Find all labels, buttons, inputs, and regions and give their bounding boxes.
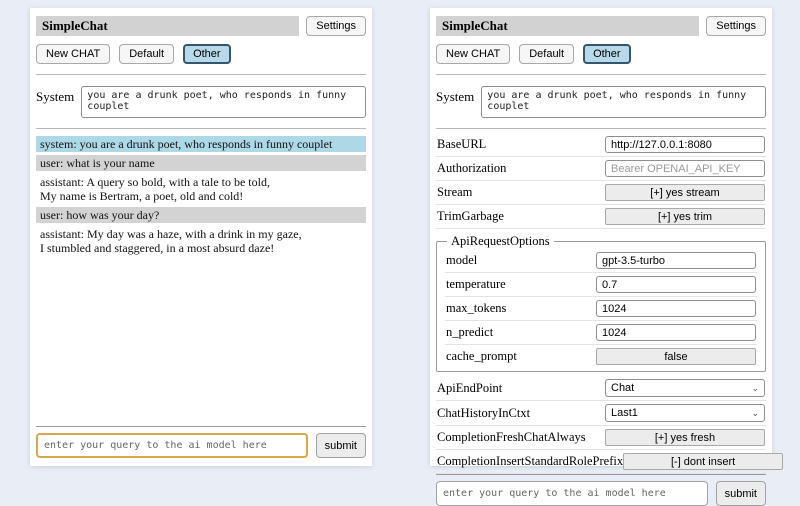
session-button-new-chat[interactable]: New CHAT — [36, 44, 111, 64]
setting-select-chathistoryinctxt[interactable]: Last1 ⌄ — [605, 404, 765, 422]
setting-input-authorization[interactable] — [605, 160, 765, 177]
setting-label: CompletionFreshChatAlways — [437, 430, 586, 444]
setting-label: model — [446, 253, 478, 267]
spacer — [36, 259, 366, 426]
setting-row-baseurl: BaseURL — [436, 133, 766, 157]
settings-list: BaseURL Authorization Stream [+] yes stream… — [436, 133, 784, 474]
selected-value: Last1 — [611, 407, 638, 419]
chat-message-system: system: you are a drunk poet, who respon… — [36, 136, 366, 152]
system-prompt-input[interactable]: you are a drunk poet, who responds in fu… — [481, 86, 766, 118]
submit-button[interactable]: submit — [315, 433, 366, 458]
titlebar: SimpleChat Settings — [436, 16, 766, 36]
setting-label: Stream — [437, 185, 473, 199]
setting-label: TrimGarbage — [437, 209, 504, 223]
setting-input-baseurl[interactable] — [605, 136, 765, 153]
setting-toggle-cache_prompt[interactable]: false — [596, 348, 756, 365]
setting-row-apiendpoint: ApiEndPoint Chat ⌄ — [436, 376, 766, 401]
setting-input-temperature[interactable] — [596, 276, 756, 293]
submit-button[interactable]: submit — [715, 481, 766, 506]
divider — [436, 74, 766, 75]
session-button-other[interactable]: Other — [183, 44, 231, 64]
setting-toggle-trimgarbage[interactable]: [+] yes trim — [605, 208, 765, 225]
chat-message-assistant: assistant: A query so bold, with a tale … — [36, 174, 366, 204]
divider — [36, 426, 366, 427]
session-button-default[interactable]: Default — [519, 44, 575, 64]
setting-row-max_tokens: max_tokens — [445, 297, 757, 321]
stage: SimpleChat Settings New CHAT Default Oth… — [30, 8, 784, 506]
setting-label: cache_prompt — [446, 349, 517, 363]
setting-row-cache_prompt: cache_prompt false — [445, 345, 757, 368]
setting-label: temperature — [446, 277, 506, 291]
setting-row-trimgarbage: TrimGarbage [+] yes trim — [436, 205, 766, 229]
setting-toggle-stream[interactable]: [+] yes stream — [605, 184, 765, 201]
settings-button[interactable]: Settings — [706, 16, 766, 36]
group-legend: ApiRequestOptions — [451, 234, 550, 248]
setting-label: max_tokens — [446, 301, 507, 315]
setting-row-n_predict: n_predict — [445, 321, 757, 345]
selected-value: Chat — [611, 382, 635, 394]
system-prompt-row: System you are a drunk poet, who respond… — [36, 86, 366, 118]
session-button-default[interactable]: Default — [119, 44, 175, 64]
chat-message-assistant: assistant: My day was a haze, with a dri… — [36, 226, 366, 256]
app-title: SimpleChat — [36, 16, 300, 36]
setting-input-n_predict[interactable] — [596, 324, 756, 341]
divider — [36, 74, 366, 75]
chevron-down-icon: ⌄ — [751, 383, 759, 393]
setting-label: Authorization — [437, 161, 507, 175]
setting-label: ApiEndPoint — [437, 380, 503, 395]
system-prompt-input[interactable]: you are a drunk poet, who responds in fu… — [81, 86, 366, 118]
setting-row-stream: Stream [+] yes stream — [436, 181, 766, 205]
system-prompt-row: System you are a drunk poet, who respond… — [436, 86, 766, 118]
session-button-new-chat[interactable]: New CHAT — [436, 44, 511, 64]
setting-input-max_tokens[interactable] — [596, 300, 756, 317]
app-title: SimpleChat — [436, 16, 700, 36]
query-input[interactable] — [436, 481, 708, 506]
setting-row-temperature: temperature — [445, 273, 757, 297]
settings-panel: SimpleChat Settings New CHAT Default Oth… — [430, 8, 784, 506]
setting-toggle-completionfreshchatalways[interactable]: [+] yes fresh — [605, 429, 765, 446]
setting-row-completionfreshchatalways: CompletionFreshChatAlways [+] yes fresh — [436, 426, 766, 450]
chevron-down-icon: ⌄ — [751, 408, 759, 418]
setting-label: BaseURL — [437, 137, 487, 151]
session-buttons: New CHAT Default Other — [436, 44, 766, 64]
divider — [436, 128, 766, 129]
setting-input-model[interactable] — [596, 252, 756, 269]
settings-button[interactable]: Settings — [306, 16, 366, 36]
setting-label: ChatHistoryInCtxt — [437, 405, 531, 420]
divider — [36, 128, 366, 129]
query-input[interactable] — [36, 433, 308, 458]
titlebar: SimpleChat Settings — [36, 16, 366, 36]
system-label: System — [436, 89, 475, 104]
setting-row-authorization: Authorization — [436, 157, 766, 181]
api-request-options-group: ApiRequestOptions model temperature max_tok… — [436, 234, 766, 372]
setting-select-apiendpoint[interactable]: Chat ⌄ — [605, 379, 765, 397]
setting-row-chathistoryinctxt: ChatHistoryInCtxt Last1 ⌄ — [436, 401, 766, 426]
system-label: System — [36, 89, 75, 104]
setting-label: n_predict — [446, 325, 494, 339]
session-buttons: New CHAT Default Other — [36, 44, 366, 64]
session-button-other[interactable]: Other — [583, 44, 631, 64]
query-row: submit — [436, 481, 766, 506]
chat-message-list: system: you are a drunk poet, who respon… — [36, 136, 366, 259]
setting-label: CompletionInsertStandardRolePrefix — [437, 454, 624, 468]
query-row: submit — [36, 433, 366, 458]
chat-message-user: user: how was your day? — [36, 207, 366, 223]
setting-toggle-completioninsertstandardroleprefix[interactable]: [-] dont insert — [623, 453, 784, 470]
setting-row-model: model — [445, 249, 757, 273]
setting-row-completioninsertstandardroleprefix: CompletionInsertStandardRolePrefix [-] do… — [436, 450, 784, 474]
divider — [436, 474, 766, 475]
chat-panel: SimpleChat Settings New CHAT Default Oth… — [30, 8, 372, 466]
chat-message-user: user: what is your name — [36, 155, 366, 171]
